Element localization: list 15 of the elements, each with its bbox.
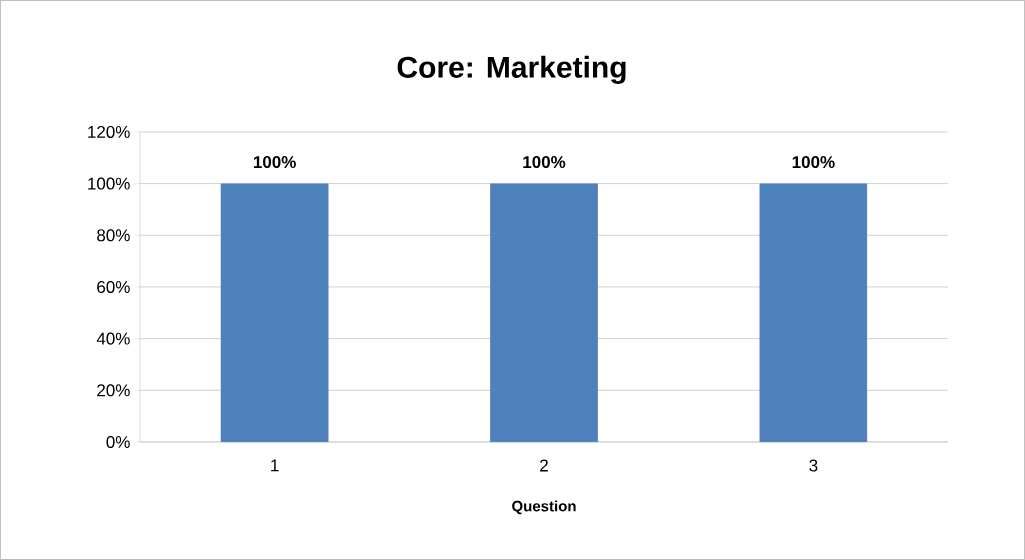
y-tick-label: 40% (96, 332, 130, 345)
data-label: 100% (792, 156, 835, 169)
y-tick-label: 20% (97, 384, 130, 397)
x-axis-title: Question (512, 500, 576, 515)
y-tick-label: 120% (88, 125, 130, 138)
y-tick-label: 60% (97, 280, 130, 294)
data-label: 100% (253, 156, 296, 169)
x-tick-label: 1 (271, 459, 279, 472)
chart-title: Core: Marketing (397, 55, 626, 84)
data-label: 100% (523, 156, 566, 169)
y-tick-label: 100% (88, 177, 130, 190)
y-tick-label: 80% (97, 229, 130, 242)
x-tick-label: 2 (540, 459, 548, 472)
y-tick-label: 0% (106, 436, 130, 449)
x-tick-label: 3 (809, 459, 818, 472)
